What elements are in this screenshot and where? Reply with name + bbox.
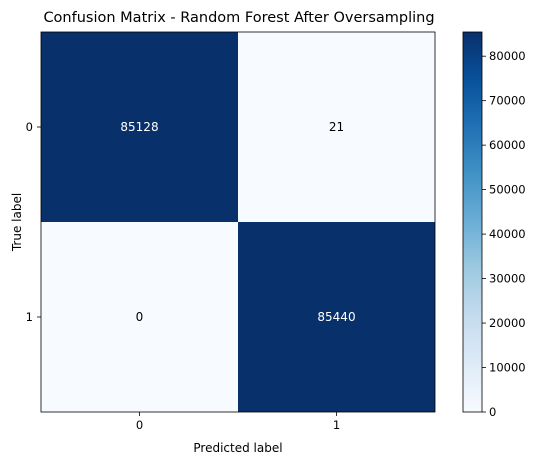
x-tick-label: 0: [136, 418, 143, 432]
heatmap-cell-0-0: [41, 32, 238, 222]
colorbar-ticks: 0 10000 20000 30000 40000 50000 60000 70000 8000…: [482, 49, 526, 419]
colorbar-tick-label: 50000: [489, 183, 526, 197]
colorbar-tick-label: 80000: [489, 49, 526, 63]
cell-value-0-0: 85128: [120, 120, 158, 134]
heatmap-cell-1-0: [41, 222, 238, 412]
y-axis-ticks: 01: [26, 120, 41, 324]
colorbar-tick-label: 30000: [489, 272, 526, 286]
x-tick-label: 1: [333, 418, 340, 432]
cell-labels: 85128 21 0 85440: [120, 120, 355, 324]
heatmap-cells: [41, 32, 435, 412]
cell-value-0-1: 21: [329, 120, 344, 134]
x-axis-label: Predicted label: [193, 441, 282, 455]
cell-value-1-0: 0: [136, 310, 144, 324]
matrix-frame: [40, 31, 436, 413]
y-axis-label: True label: [10, 193, 24, 252]
heatmap-cell-0-1: [238, 32, 435, 222]
colorbar-tick-label: 20000: [489, 316, 526, 330]
chart-title: Confusion Matrix - Random Forest After O…: [43, 10, 434, 26]
cell-value-1-1: 85440: [317, 310, 355, 324]
colorbar-tick-label: 10000: [489, 361, 526, 375]
colorbar-tick-label: 70000: [489, 94, 526, 108]
colorbar-tick-label: 40000: [489, 227, 526, 241]
y-tick-label: 0: [26, 120, 33, 134]
colorbar-tick-label: 0: [489, 405, 496, 419]
colorbar-tick-label: 60000: [489, 138, 526, 152]
colorbar: [462, 31, 483, 413]
heatmap-cell-1-1: [238, 222, 435, 412]
y-tick-label: 1: [26, 310, 33, 324]
